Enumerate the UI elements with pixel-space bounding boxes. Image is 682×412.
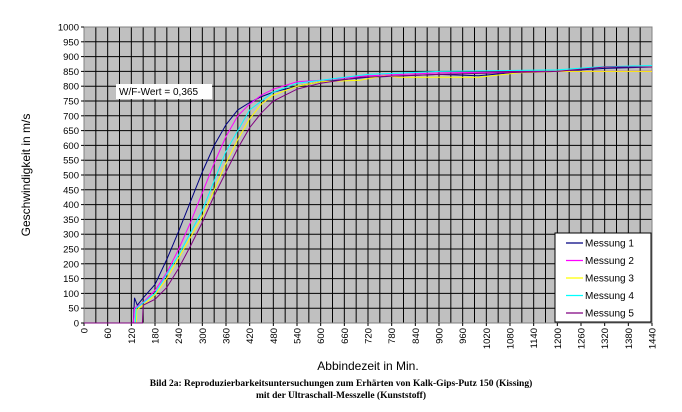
x-tick-label: 1440 bbox=[648, 328, 659, 349]
legend-label: Messung 2 bbox=[585, 256, 634, 267]
x-tick-label: 300 bbox=[198, 328, 209, 344]
caption-line-2: mit der Ultraschall-Messzelle (Kunststof… bbox=[256, 391, 426, 401]
series-line-4 bbox=[84, 65, 653, 324]
y-tick-label: 550 bbox=[63, 156, 79, 167]
y-tick-label: 800 bbox=[63, 82, 79, 93]
y-tick-label: 50 bbox=[68, 304, 79, 315]
series-line-3 bbox=[84, 70, 652, 324]
x-tick-label: 1260 bbox=[577, 328, 588, 349]
x-tick-label: 1380 bbox=[624, 328, 635, 349]
y-tick-label: 300 bbox=[63, 230, 79, 241]
y-tick-label: 150 bbox=[63, 274, 79, 285]
y-tick-label: 350 bbox=[63, 215, 79, 226]
series-line-2 bbox=[84, 70, 652, 324]
x-tick-label: 1320 bbox=[600, 328, 611, 349]
series-line-5 bbox=[84, 66, 652, 324]
y-tick-label: 100 bbox=[63, 289, 79, 300]
x-tick-label: 360 bbox=[222, 328, 233, 344]
x-tick-label: 720 bbox=[364, 328, 375, 344]
y-tick-label: 1000 bbox=[58, 23, 79, 34]
x-tick-label: 1200 bbox=[553, 328, 564, 349]
x-tick-label: 1020 bbox=[482, 328, 493, 349]
y-tick-label: 600 bbox=[63, 141, 79, 152]
x-tick-label: 420 bbox=[245, 328, 256, 344]
x-tick-label: 900 bbox=[435, 328, 446, 344]
x-tick-label: 480 bbox=[269, 328, 280, 344]
series-line-1 bbox=[84, 66, 653, 324]
x-tick-label: 180 bbox=[151, 328, 162, 344]
annotation-box bbox=[116, 84, 212, 99]
x-tick-label: 120 bbox=[127, 328, 138, 344]
y-tick-label: 750 bbox=[63, 97, 79, 108]
x-tick-label: 840 bbox=[411, 328, 422, 344]
x-tick-label: 540 bbox=[293, 328, 304, 344]
y-tick-label: 950 bbox=[63, 37, 79, 48]
y-tick-label: 500 bbox=[63, 171, 79, 182]
x-tick-label: 240 bbox=[174, 328, 185, 344]
x-tick-label: 60 bbox=[103, 328, 114, 339]
y-tick-label: 250 bbox=[63, 245, 79, 256]
legend-label: Messung 3 bbox=[585, 274, 634, 285]
legend-label: Messung 4 bbox=[585, 291, 634, 302]
x-tick-label: 960 bbox=[458, 328, 469, 344]
x-tick-label: 0 bbox=[80, 328, 91, 333]
y-tick-label: 650 bbox=[63, 126, 79, 137]
caption-line-1: Bild 2a: Reproduzierbarkeitsuntersuchung… bbox=[149, 379, 533, 389]
annotation-text: W/F-Wert = 0,365 bbox=[119, 87, 198, 98]
y-tick-label: 200 bbox=[63, 259, 79, 270]
y-axis-label: Geschwindigkeit in m/s bbox=[19, 114, 33, 237]
x-tick-label: 1080 bbox=[506, 328, 517, 349]
x-tick-label: 660 bbox=[340, 328, 351, 344]
x-tick-label: 600 bbox=[316, 328, 327, 344]
y-tick-label: 450 bbox=[63, 185, 79, 196]
y-tick-label: 900 bbox=[63, 52, 79, 63]
x-axis-label: Abbindezeit in Min. bbox=[317, 359, 418, 373]
legend-label: Messung 5 bbox=[585, 309, 634, 320]
y-tick-label: 850 bbox=[63, 67, 79, 78]
x-tick-label: 1140 bbox=[529, 328, 540, 348]
y-tick-label: 0 bbox=[74, 319, 79, 330]
y-tick-label: 400 bbox=[63, 200, 79, 211]
x-tick-label: 780 bbox=[387, 328, 398, 344]
y-tick-label: 700 bbox=[63, 111, 79, 122]
legend-label: Messung 1 bbox=[585, 239, 634, 250]
